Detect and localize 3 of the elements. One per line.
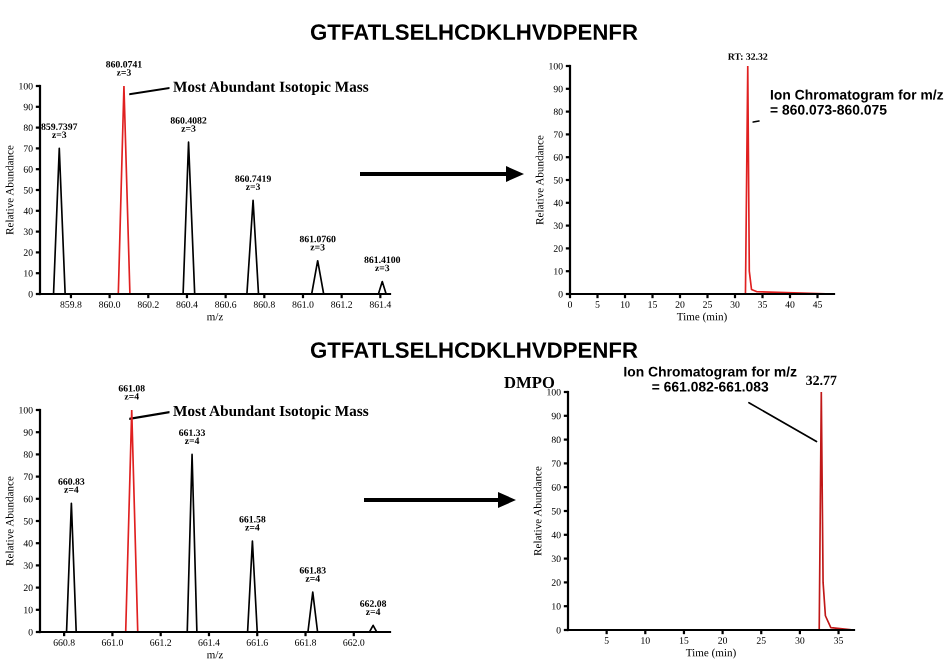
text: GTFATLSELHCDKLHVDPENFR xyxy=(310,342,638,358)
text: GTFATLSELHCDKLHVDPENFR xyxy=(310,24,638,40)
text: DMPO xyxy=(504,376,555,389)
